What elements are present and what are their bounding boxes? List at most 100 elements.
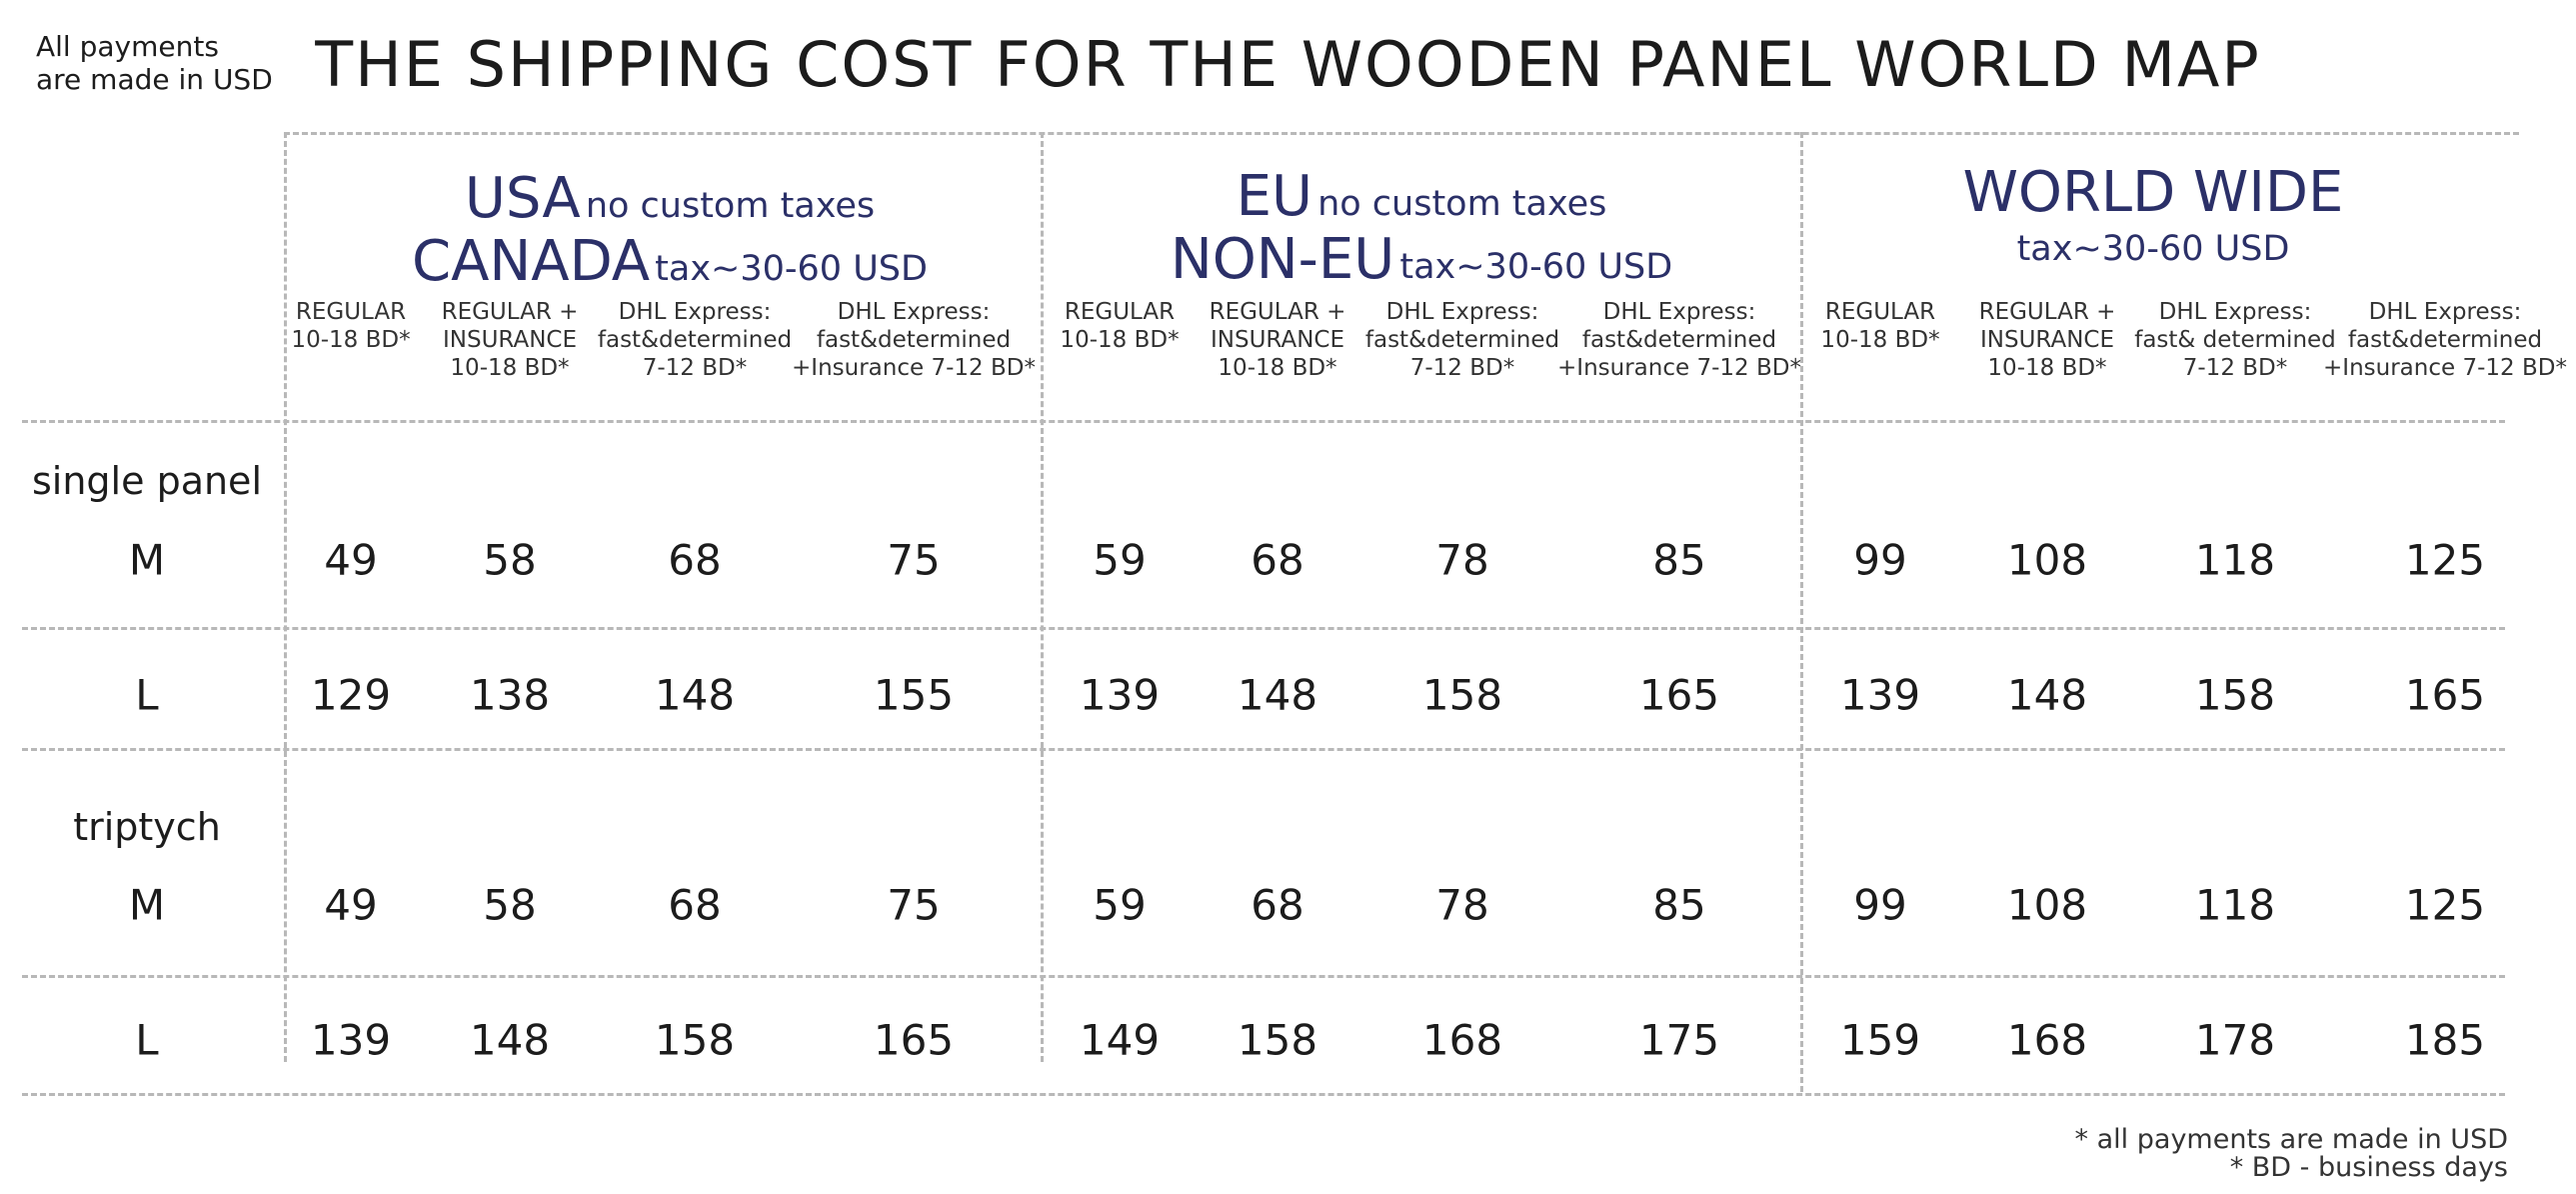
grid-line-header-bottom [22, 420, 2505, 423]
price-cell: 49 [324, 880, 378, 930]
price-cell: 85 [1652, 535, 1706, 585]
column-header-line: 10-18 BD* [1060, 327, 1180, 353]
column-header: REGULAR 10-18 BD* [1820, 298, 1939, 354]
column-header-line: DHL Express: [1385, 299, 1539, 325]
column-header-line: INSURANCE [442, 327, 577, 353]
region-canada-label: CANADA [412, 229, 651, 294]
column-header-line: 7-12 BD* [2182, 355, 2288, 381]
column-header-line: REGULAR [1824, 299, 1936, 325]
price-cell: 118 [2194, 535, 2276, 585]
row-group-label: single panel [31, 459, 263, 503]
price-cell: 165 [873, 1015, 955, 1065]
column-header-line: +Insurance 7-12 BD* [1557, 355, 1801, 381]
price-cell: 148 [1237, 670, 1318, 720]
size-label: L [135, 1015, 159, 1065]
region-noneu-tax: tax~30-60 USD [1399, 247, 1673, 287]
price-cell: 108 [2006, 880, 2088, 930]
row-group-label: triptych [73, 805, 221, 849]
column-header: REGULAR + INSURANCE 10-18 BD* [442, 298, 579, 382]
price-cell: 168 [1421, 1015, 1503, 1065]
region-eu-tax: no custom taxes [1317, 184, 1607, 224]
column-header-line: DHL Express: [837, 299, 991, 325]
price-cell: 68 [1251, 535, 1304, 585]
column-header-line: INSURANCE [1210, 327, 1344, 353]
price-cell: 175 [1638, 1015, 1720, 1065]
price-cell: 99 [1853, 880, 1907, 930]
column-header-line: 10-18 BD* [291, 327, 411, 353]
column-header: REGULAR + INSURANCE 10-18 BD* [1210, 298, 1346, 382]
column-header: DHL Express: fast&determined 7-12 BD* [598, 298, 792, 382]
region-worldwide-tax: tax~30-60 USD [2016, 229, 2290, 269]
price-cell: 58 [483, 880, 537, 930]
price-cell: 108 [2006, 535, 2088, 585]
price-cell: 158 [1237, 1015, 1318, 1065]
price-cell: 99 [1853, 535, 1907, 585]
price-cell: 75 [887, 535, 941, 585]
region-header-worldwide: WORLD WIDE tax~30-60 USD [1799, 160, 2507, 269]
price-cell: 125 [2404, 535, 2486, 585]
price-cell: 178 [2194, 1015, 2276, 1065]
column-header-line: 10-18 BD* [1218, 355, 1337, 381]
price-cell: 59 [1093, 535, 1147, 585]
price-cell: 148 [654, 670, 736, 720]
column-header-line: 10-18 BD* [450, 355, 570, 381]
footnote-usd: * all payments are made in USD [2074, 1124, 2508, 1155]
column-header-line: INSURANCE [1979, 327, 2114, 353]
price-cell: 118 [2194, 880, 2276, 930]
price-cell: 68 [1251, 880, 1304, 930]
price-cell: 129 [310, 670, 392, 720]
page-title: THE SHIPPING COST FOR THE WOODEN PANEL W… [315, 28, 2261, 101]
price-cell: 68 [668, 535, 722, 585]
region-canada-tax: tax~30-60 USD [655, 249, 928, 289]
column-header-line: +Insurance 7-12 BD* [792, 355, 1036, 381]
column-header-line: fast&determined [816, 327, 1012, 353]
column-header-line: +Insurance 7-12 BD* [2323, 355, 2567, 381]
column-header-line: fast&determined [597, 327, 793, 353]
price-cell: 139 [1839, 670, 1921, 720]
region-header-eu-noneu: EU no custom taxes NON-EU tax~30-60 USD [1042, 164, 1801, 292]
price-cell: 68 [668, 880, 722, 930]
payment-note-line-2: are made in USD [36, 63, 273, 96]
price-cell: 149 [1079, 1015, 1161, 1065]
price-cell: 139 [310, 1015, 392, 1065]
column-header-line: 10-18 BD* [1987, 355, 2107, 381]
column-header: DHL Express: fast&determined +Insurance 7-… [2323, 298, 2567, 382]
price-cell: 139 [1079, 670, 1161, 720]
price-cell: 185 [2404, 1015, 2486, 1065]
price-cell: 59 [1093, 880, 1147, 930]
column-header-line: REGULAR + [1209, 299, 1346, 325]
column-header-line: DHL Express: [1602, 299, 1756, 325]
column-header: DHL Express: fast&determined 7-12 BD* [1365, 298, 1559, 382]
column-header-line: REGULAR [1064, 299, 1176, 325]
size-label: L [135, 670, 159, 720]
price-cell: 158 [2194, 670, 2276, 720]
price-cell: 75 [887, 880, 941, 930]
price-cell: 158 [1421, 670, 1503, 720]
column-header: DHL Express: fast&determined +Insurance 7-… [1557, 298, 1801, 382]
grid-line-bottom [22, 1093, 2505, 1096]
region-usa-label: USA [464, 166, 581, 231]
region-eu-label: EU [1236, 164, 1312, 229]
grid-line-col-label [284, 132, 287, 1062]
grid-line-col-eu [1041, 132, 1044, 1062]
size-label: M [128, 535, 166, 585]
price-cell: 165 [2404, 670, 2486, 720]
grid-line-row-3 [22, 975, 2505, 978]
price-cell: 125 [2404, 880, 2486, 930]
column-header-line: 7-12 BD* [1409, 355, 1515, 381]
region-header-usa-canada: USA no custom taxes CANADA tax~30-60 USD [290, 166, 1050, 294]
column-header: REGULAR 10-18 BD* [1060, 298, 1179, 354]
price-cell: 165 [1638, 670, 1720, 720]
column-header-line: 7-12 BD* [642, 355, 748, 381]
price-cell: 158 [654, 1015, 736, 1065]
column-header-line: REGULAR [295, 299, 407, 325]
column-header-line: 10-18 BD* [1820, 327, 1940, 353]
payment-note-line-1: All payments [36, 30, 219, 63]
payment-note: All payments are made in USD [36, 30, 273, 96]
column-header-line: DHL Express: [2158, 299, 2312, 325]
column-header-line: DHL Express: [618, 299, 772, 325]
column-header-line: REGULAR + [1978, 299, 2116, 325]
price-cell: 78 [1435, 535, 1489, 585]
region-worldwide-label: WORLD WIDE [1962, 160, 2344, 225]
